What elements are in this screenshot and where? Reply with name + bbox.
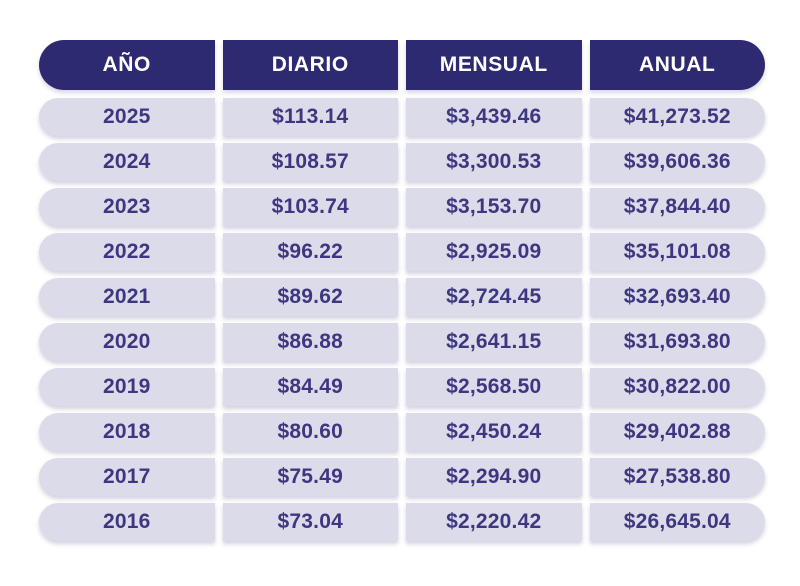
year-cell: 2016	[39, 503, 215, 541]
table-row: 2020 $86.88 $2,641.15 $31,693.80	[39, 323, 765, 361]
year-cell: 2019	[39, 368, 215, 406]
year-cell: 2025	[39, 98, 215, 136]
year-cell: 2023	[39, 188, 215, 226]
column-header-ano: AÑO	[39, 40, 215, 90]
diario-cell: $80.60	[222, 413, 398, 451]
diario-cell: $89.62	[222, 278, 398, 316]
year-cell: 2021	[39, 278, 215, 316]
anual-cell: $29,402.88	[589, 413, 765, 451]
table-header-row: AÑO DIARIO MENSUAL ANUAL	[39, 40, 765, 90]
diario-cell: $75.49	[222, 458, 398, 496]
mensual-cell: $3,153.70	[406, 188, 582, 226]
table-row: 2016 $73.04 $2,220.42 $26,645.04	[39, 503, 765, 541]
table-row: 2025 $113.14 $3,439.46 $41,273.52	[39, 98, 765, 136]
mensual-cell: $2,568.50	[406, 368, 582, 406]
anual-cell: $41,273.52	[589, 98, 765, 136]
table-row: 2023 $103.74 $3,153.70 $37,844.40	[39, 188, 765, 226]
column-header-mensual: MENSUAL	[406, 40, 582, 90]
diario-cell: $73.04	[222, 503, 398, 541]
mensual-cell: $2,641.15	[406, 323, 582, 361]
table-row: 2018 $80.60 $2,450.24 $29,402.88	[39, 413, 765, 451]
table-row: 2021 $89.62 $2,724.45 $32,693.40	[39, 278, 765, 316]
mensual-cell: $2,724.45	[406, 278, 582, 316]
diario-cell: $96.22	[222, 233, 398, 271]
anual-cell: $37,844.40	[589, 188, 765, 226]
year-cell: 2024	[39, 143, 215, 181]
anual-cell: $26,645.04	[589, 503, 765, 541]
anual-cell: $35,101.08	[589, 233, 765, 271]
diario-cell: $108.57	[222, 143, 398, 181]
table-row: 2017 $75.49 $2,294.90 $27,538.80	[39, 458, 765, 496]
mensual-cell: $3,300.53	[406, 143, 582, 181]
column-header-diario: DIARIO	[222, 40, 398, 90]
mensual-cell: $2,450.24	[406, 413, 582, 451]
table-row: 2024 $108.57 $3,300.53 $39,606.36	[39, 143, 765, 181]
mensual-cell: $2,294.90	[406, 458, 582, 496]
year-cell: 2017	[39, 458, 215, 496]
anual-cell: $39,606.36	[589, 143, 765, 181]
mensual-cell: $3,439.46	[406, 98, 582, 136]
year-cell: 2022	[39, 233, 215, 271]
year-cell: 2018	[39, 413, 215, 451]
table-row: 2022 $96.22 $2,925.09 $35,101.08	[39, 233, 765, 271]
column-header-anual: ANUAL	[589, 40, 765, 90]
wage-table: AÑO DIARIO MENSUAL ANUAL 2025 $113.14 $3…	[39, 40, 765, 548]
anual-cell: $27,538.80	[589, 458, 765, 496]
diario-cell: $103.74	[222, 188, 398, 226]
diario-cell: $86.88	[222, 323, 398, 361]
anual-cell: $30,822.00	[589, 368, 765, 406]
mensual-cell: $2,220.42	[406, 503, 582, 541]
year-cell: 2020	[39, 323, 215, 361]
anual-cell: $32,693.40	[589, 278, 765, 316]
diario-cell: $84.49	[222, 368, 398, 406]
mensual-cell: $2,925.09	[406, 233, 582, 271]
table-row: 2019 $84.49 $2,568.50 $30,822.00	[39, 368, 765, 406]
anual-cell: $31,693.80	[589, 323, 765, 361]
diario-cell: $113.14	[222, 98, 398, 136]
